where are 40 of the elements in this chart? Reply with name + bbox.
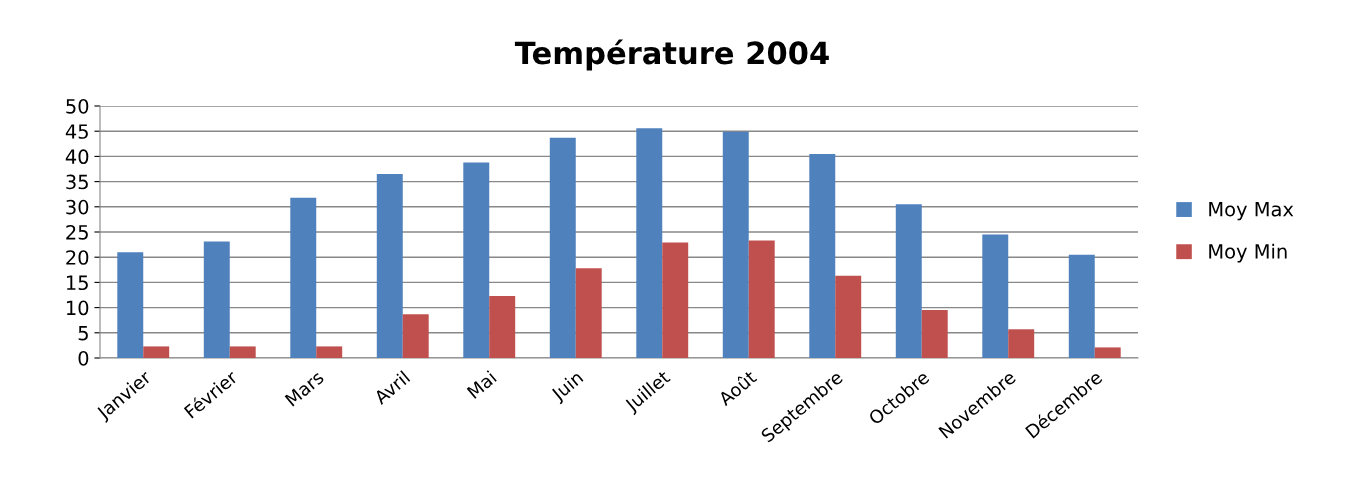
y-tick-label: 40	[65, 149, 89, 165]
bar	[636, 128, 663, 358]
y-tick-label: 45	[65, 124, 88, 139]
y-tick-label: 25	[66, 224, 88, 240]
bar	[117, 252, 144, 358]
y-tick-label: 20	[66, 250, 89, 265]
bar	[895, 204, 922, 358]
legend-label: Moy Min	[1209, 243, 1287, 263]
y-tick-label: 15	[66, 275, 88, 291]
bar	[921, 310, 948, 358]
y-tick-label: 10	[66, 300, 89, 316]
bar	[575, 268, 602, 358]
x-tick-label: Mai	[466, 370, 497, 400]
legend-label: Moy Max	[1209, 202, 1294, 221]
bar	[316, 346, 343, 358]
bar	[402, 314, 429, 358]
y-tick-label: 35	[66, 174, 88, 190]
y-tick-label: 50	[66, 98, 89, 114]
bar	[376, 174, 403, 358]
bar	[143, 346, 170, 358]
x-tick-label: Juin	[549, 370, 586, 405]
y-tick-label: 0	[78, 350, 89, 366]
bar	[549, 137, 576, 358]
bar	[229, 346, 256, 358]
bar	[1068, 254, 1095, 358]
bar	[835, 275, 862, 358]
bar	[809, 153, 836, 358]
bar	[748, 240, 775, 358]
bar	[463, 162, 490, 358]
bar	[982, 234, 1009, 358]
bar	[290, 197, 317, 358]
y-tick-label: 30	[66, 199, 89, 215]
bar	[662, 242, 689, 358]
bar	[203, 241, 230, 358]
bar	[1008, 329, 1035, 358]
bar	[722, 131, 749, 358]
bar	[489, 296, 516, 358]
y-tick-label: 5	[78, 326, 88, 341]
chart-title: Température 2004	[514, 39, 829, 71]
bar	[1094, 347, 1121, 358]
